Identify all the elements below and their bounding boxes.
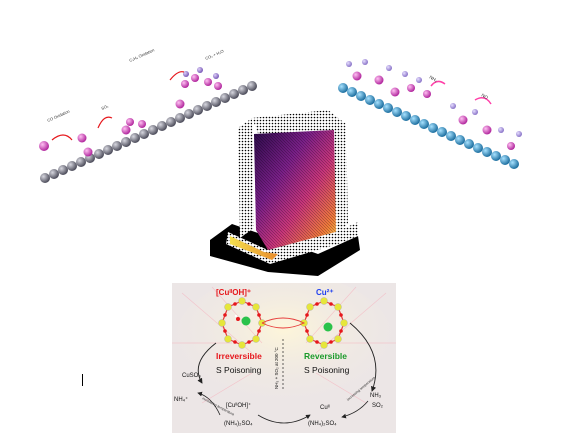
label-cu2-top: Cu²⁺ bbox=[316, 288, 334, 297]
surface-plot bbox=[210, 110, 360, 276]
label-co2-h2o: CO₂ + H₂O bbox=[204, 48, 224, 61]
red-reaction-arrows bbox=[51, 71, 185, 141]
left-catalyst-illustration: CO Oxidation C₃H₆ Oxidation SO₂ CO₂ + H₂… bbox=[39, 47, 257, 183]
label-cu-oh-top: [CuᴵᴵOH]⁺ bbox=[216, 288, 251, 297]
arrow-bottom-right bbox=[341, 400, 369, 419]
label-cu-oh-bottom: [CuᴵᴵOH]⁺ bbox=[226, 402, 251, 409]
label-nh4-so4-right: (NH₄)₂SO₄ bbox=[308, 421, 337, 427]
surface-grid-overlay bbox=[254, 130, 336, 250]
pink-adsorbates-right bbox=[352, 71, 515, 150]
label-co-oxidation: CO Oxidation bbox=[46, 109, 70, 123]
label-so2-right: SO₂ bbox=[372, 403, 384, 409]
label-no-right-panel: NO bbox=[481, 93, 490, 101]
label-nh3-right-panel: NH₃ bbox=[429, 75, 439, 84]
label-reversible: Reversible bbox=[304, 351, 347, 361]
cu-center-left bbox=[241, 316, 251, 326]
label-cuso4: CuSO₄ bbox=[182, 373, 201, 379]
left-zeolite-ring bbox=[218, 297, 266, 349]
surface-yellow-ridge bbox=[230, 236, 278, 260]
label-poisoning-right: S Poisoning bbox=[304, 365, 350, 375]
lavender-adsorbates-right bbox=[346, 59, 522, 137]
ring-link bbox=[261, 317, 306, 329]
arrow-left-curve bbox=[197, 342, 217, 384]
blue-substrate-row bbox=[338, 83, 519, 169]
label-irreversible: Irreversible bbox=[216, 351, 262, 361]
cu-center-right bbox=[323, 322, 333, 332]
label-so2-left: SO₂ bbox=[100, 103, 109, 111]
label-nh4: NH₄⁺ bbox=[174, 396, 188, 403]
surface-side-dotted bbox=[238, 118, 254, 238]
arrow-right-curve bbox=[349, 322, 377, 392]
surface-front-edge bbox=[226, 232, 338, 264]
label-nh3-right: NH₃ bbox=[370, 393, 382, 399]
pink-adsorbates bbox=[39, 67, 222, 157]
label-cu-bottom: Cuᴵᴵ bbox=[320, 404, 330, 411]
label-poisoning-left: S Poisoning bbox=[216, 365, 262, 375]
arrow-bottom-left bbox=[197, 391, 221, 416]
surface-right-wall-dots bbox=[336, 222, 358, 244]
surface-right-dotted bbox=[328, 110, 348, 234]
left-catalyst-panel: CO Oxidation C₃H₆ Oxidation SO₂ CO₂ + H₂… bbox=[30, 40, 260, 200]
right-catalyst-illustration: NH₃ NO bbox=[338, 59, 522, 169]
text-cursor bbox=[82, 374, 83, 386]
poisoning-scheme: [CuᴵᴵOH]⁺ Cu²⁺ Irreversible Reversible S… bbox=[172, 283, 396, 433]
label-c3h6-oxidation: C₃H₆ Oxidation bbox=[128, 47, 155, 63]
label-nh4-so4-left: (NH₄)₂SO₄ bbox=[224, 421, 253, 427]
grey-substrate-row bbox=[40, 81, 257, 183]
right-zeolite-ring bbox=[300, 297, 348, 349]
arrow-bottom-center bbox=[257, 414, 311, 424]
label-center-vertical: NH₃ + SO₂ at 200 °C bbox=[274, 346, 279, 389]
magenta-arrows-right bbox=[430, 80, 492, 105]
right-catalyst-panel: NH₃ NO bbox=[335, 50, 535, 190]
surface-plot-panel bbox=[208, 104, 368, 276]
scheme-illustration: [CuᴵᴵOH]⁺ Cu²⁺ Irreversible Reversible S… bbox=[172, 283, 396, 433]
